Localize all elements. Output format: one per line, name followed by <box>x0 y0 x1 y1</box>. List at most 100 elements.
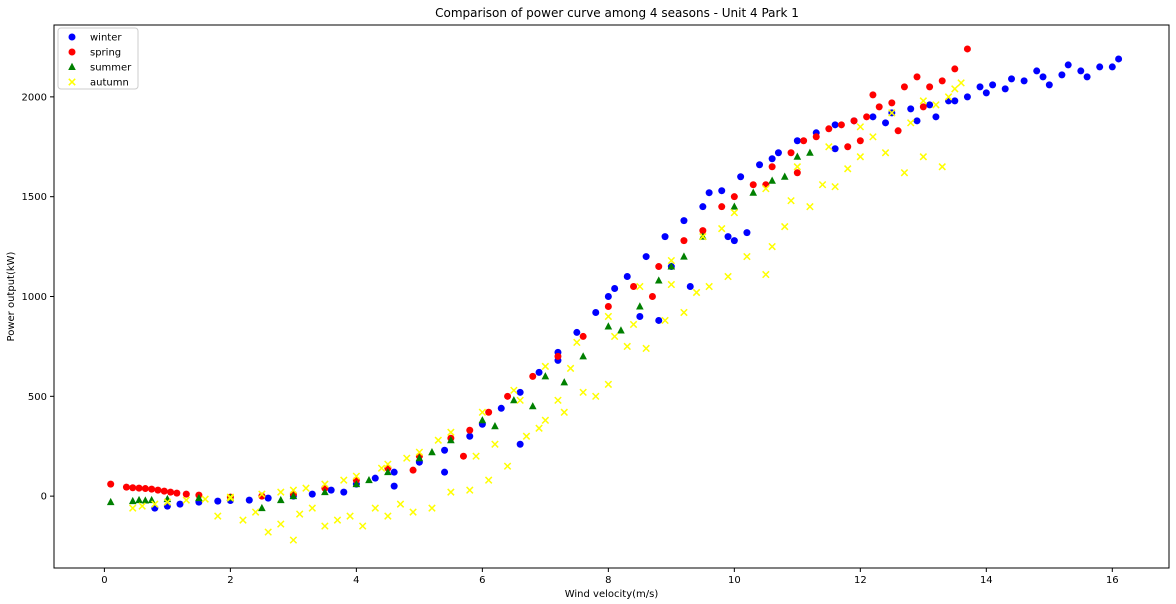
autumn-point <box>277 488 285 496</box>
y-tick-label: 500 <box>28 392 47 403</box>
winter-point <box>743 229 751 237</box>
winter-point <box>976 83 984 91</box>
winter-point <box>535 368 543 376</box>
summer-point <box>384 467 392 476</box>
summer-point <box>528 402 537 410</box>
autumn-point <box>724 272 732 281</box>
autumn-point <box>856 123 865 131</box>
winter-point <box>737 173 745 181</box>
winter-point <box>497 404 505 412</box>
autumn-point <box>466 486 474 494</box>
winter-point <box>636 312 644 320</box>
spring-point <box>768 163 776 171</box>
x-tick-label: 6 <box>479 575 485 586</box>
autumn-point <box>888 109 896 117</box>
autumn-point <box>554 396 562 405</box>
winter-point <box>592 308 600 316</box>
summer-point <box>289 491 298 500</box>
spring-point <box>730 193 738 201</box>
spring-point <box>182 490 190 498</box>
autumn-point <box>516 396 524 405</box>
y-axis-label: Power output(kW) <box>6 251 17 341</box>
autumn-point <box>604 380 613 389</box>
summer-point <box>636 302 644 310</box>
spring-point <box>630 283 638 291</box>
spring-point <box>466 426 474 434</box>
winter-point <box>989 81 997 89</box>
autumn-point <box>289 486 298 494</box>
x-tick-label: 0 <box>101 575 107 586</box>
autumn-point <box>642 344 650 353</box>
spring-point <box>485 408 493 416</box>
winter-point <box>774 149 782 157</box>
spring-point <box>107 480 115 488</box>
autumn-point <box>610 332 619 341</box>
winter-point <box>686 283 694 291</box>
winter-point <box>907 105 915 113</box>
autumn-point <box>636 282 644 291</box>
autumn-point <box>409 508 417 516</box>
x-tick-label: 4 <box>353 575 359 586</box>
spring-point <box>655 263 663 271</box>
legend-marker-spring <box>68 48 76 56</box>
autumn-point <box>831 182 839 191</box>
winter-point <box>441 468 449 476</box>
x-tick-label: 16 <box>1106 575 1119 586</box>
legend-label-summer: summer <box>90 63 132 74</box>
autumn-point <box>730 208 739 217</box>
x-axis-label: Wind velocity(m/s) <box>565 589 659 600</box>
spring-point <box>800 137 808 145</box>
spring-point <box>844 143 852 151</box>
spring-point <box>875 103 883 111</box>
y-tick-label: 0 <box>41 492 47 503</box>
winter-point <box>831 145 839 153</box>
winter-point <box>264 494 272 502</box>
autumn-point <box>541 416 550 425</box>
autumn-point <box>762 184 770 193</box>
winter-point <box>680 217 688 225</box>
autumn-point <box>623 342 631 351</box>
spring-point <box>900 83 908 91</box>
legend-item-summer: summer <box>68 63 132 74</box>
winter-point <box>1083 73 1091 81</box>
autumn-point <box>302 484 310 492</box>
autumn-point <box>951 85 959 93</box>
autumn-point <box>806 202 814 211</box>
summer-point <box>617 326 625 334</box>
summer-point <box>147 495 156 504</box>
autumn-point <box>346 512 354 520</box>
summer-point <box>749 188 758 196</box>
autumn-point <box>667 256 676 265</box>
spring-point <box>699 227 707 235</box>
autumn-point <box>226 493 235 501</box>
spring-point <box>869 91 877 99</box>
summer-point <box>793 152 802 160</box>
winter-point <box>441 446 449 454</box>
autumn-point <box>781 222 789 231</box>
summer-point <box>447 436 455 444</box>
autumn-point <box>151 500 159 508</box>
x-tick-label: 10 <box>728 575 741 586</box>
winter-point <box>327 486 335 494</box>
winter-point <box>661 233 669 241</box>
autumn-point <box>428 504 436 512</box>
y-tick-label: 1000 <box>22 292 47 303</box>
autumn-point <box>718 224 726 233</box>
autumn-point <box>201 495 209 503</box>
winter-point <box>655 316 663 324</box>
spring-point <box>167 488 175 496</box>
autumn-point <box>384 460 392 468</box>
autumn-point <box>484 476 493 484</box>
series-spring <box>107 45 971 501</box>
winter-point <box>705 189 713 197</box>
spring-point <box>648 293 656 300</box>
summer-point <box>195 493 203 502</box>
autumn-point <box>371 504 380 512</box>
winter-point <box>724 233 732 241</box>
autumn-point <box>377 464 386 472</box>
legend-label-spring: spring <box>90 48 121 59</box>
autumn-point <box>932 101 940 109</box>
legend-item-spring: spring <box>68 48 121 59</box>
autumn-point <box>919 97 928 105</box>
legend-label-autumn: autumn <box>90 78 129 89</box>
